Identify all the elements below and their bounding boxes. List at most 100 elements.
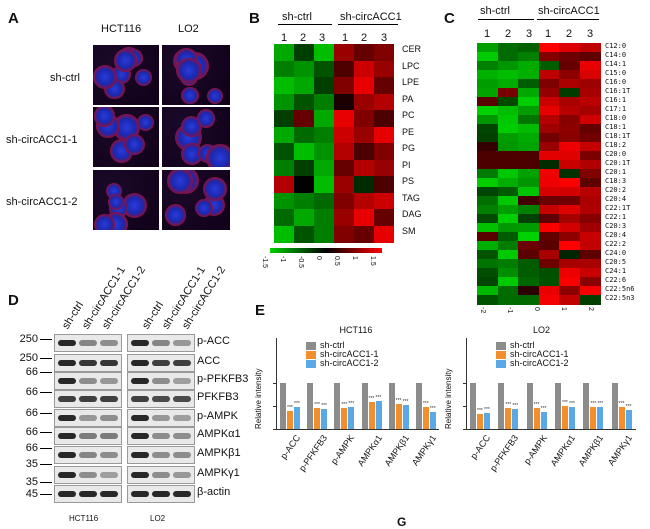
heat-cell <box>477 124 498 134</box>
heat-cell <box>559 169 581 179</box>
heat-cell <box>559 43 581 53</box>
heat-cell <box>518 160 540 170</box>
panelE-ytick <box>273 383 276 384</box>
panelD-mw-marker: 66 <box>25 442 38 454</box>
heat-cell <box>497 277 519 287</box>
panelB-row-label: TAG <box>402 192 420 203</box>
panelC-colorbar-tick: 0 <box>533 307 540 311</box>
panelB-group-kd: sh-circACC1 <box>340 11 402 23</box>
heat-cell <box>580 88 601 98</box>
heat-cell <box>518 295 540 305</box>
micro-tile-r1-c1 <box>162 107 230 167</box>
panelC-row-label: C12:0 <box>605 42 627 50</box>
blot-band <box>152 396 170 402</box>
heat-cell <box>354 225 374 243</box>
panelE-significance: *** <box>562 400 568 406</box>
heat-cell <box>354 143 374 160</box>
heat-cell <box>580 97 601 107</box>
panelE-significance: *** <box>348 400 355 407</box>
heat-cell <box>354 60 374 78</box>
heat-cell <box>518 196 540 206</box>
panelC-row-label: C20:2 <box>605 186 627 194</box>
heat-cell <box>580 205 601 215</box>
panelB-row-label: SM <box>402 225 416 236</box>
panelE-bar <box>415 383 422 429</box>
blot-band <box>152 360 170 366</box>
panelC-colorbar-tick: -1 <box>506 307 513 314</box>
heat-cell <box>497 178 519 188</box>
heat-cell <box>559 52 581 62</box>
heat-cell <box>334 192 354 210</box>
heat-cell <box>538 232 560 242</box>
panelE-legend-swatch <box>496 360 506 368</box>
panelD-mw-marker: 250 <box>19 352 38 364</box>
heat-cell <box>334 77 354 94</box>
panelB-col-number: 2 <box>300 32 307 44</box>
blot-band <box>79 415 97 421</box>
heat-cell <box>314 44 334 61</box>
panelB-col-number: 1 <box>281 32 288 44</box>
heat-cell <box>477 106 498 116</box>
heat-cell <box>354 176 374 193</box>
panelE-bar <box>512 409 519 429</box>
panelE-ylabel: Relative intensity <box>254 368 263 429</box>
heat-cell <box>580 295 601 305</box>
blot-band <box>58 340 76 346</box>
heat-cell <box>314 225 334 243</box>
panelD-protein-label: β-actin <box>197 486 231 498</box>
panelE-yaxis <box>276 338 277 429</box>
panelC-group-kd: sh-circACC1 <box>538 5 600 17</box>
panelB-row-label: LPE <box>402 77 420 87</box>
blot-strip-lo2 <box>127 354 195 372</box>
panel-label-b: B <box>249 10 260 27</box>
panelE-bar <box>307 383 314 429</box>
heat-cell <box>497 97 519 107</box>
heat-cell <box>477 52 498 62</box>
heat-cell <box>374 209 394 226</box>
cell-nucleus <box>93 213 115 230</box>
heat-cell <box>477 277 498 287</box>
heat-cell <box>477 241 498 251</box>
heat-cell <box>477 232 498 242</box>
blot-strip-lo2 <box>127 485 195 503</box>
heat-cell <box>497 115 519 125</box>
panelD-protein-label: p-ACC <box>197 335 231 347</box>
heat-cell <box>374 176 394 193</box>
blot-band <box>79 378 97 384</box>
blot-band <box>131 396 149 402</box>
heat-cell <box>274 93 294 111</box>
heat-cell <box>538 268 560 278</box>
heat-cell <box>518 124 540 134</box>
blot-band <box>79 491 97 497</box>
panelD-mw-marker: 35 <box>25 476 38 488</box>
heat-cell <box>538 277 560 287</box>
heat-cell <box>314 176 334 193</box>
panelE-significance: *** <box>512 403 519 410</box>
heat-cell <box>294 225 314 243</box>
cell-nucleus <box>164 204 187 226</box>
panelB-bracket-ctrl <box>278 24 332 25</box>
mw-tick <box>40 392 52 393</box>
cell-nucleus <box>180 143 203 166</box>
cell-nucleus <box>176 57 202 84</box>
heat-cell <box>580 79 601 89</box>
panel-label-c: C <box>444 10 455 27</box>
heat-cell <box>518 250 540 260</box>
mw-tick <box>40 464 52 465</box>
heat-cell <box>559 286 581 296</box>
heat-cell <box>518 106 540 116</box>
heat-cell <box>580 133 601 143</box>
heat-cell <box>334 93 354 111</box>
mw-tick <box>40 413 52 414</box>
cell-nucleus <box>124 134 146 155</box>
panelE-legend-swatch <box>306 342 316 350</box>
heat-cell <box>580 277 601 287</box>
heat-cell <box>497 133 519 143</box>
heat-cell <box>538 142 560 152</box>
heat-cell <box>374 192 394 210</box>
heat-cell <box>334 143 354 160</box>
panelC-row-label: C20:4 <box>605 195 627 203</box>
panelE-bar <box>505 408 512 429</box>
panelC-bracket-ctrl <box>478 19 534 20</box>
blot-strip-lo2 <box>127 372 195 390</box>
